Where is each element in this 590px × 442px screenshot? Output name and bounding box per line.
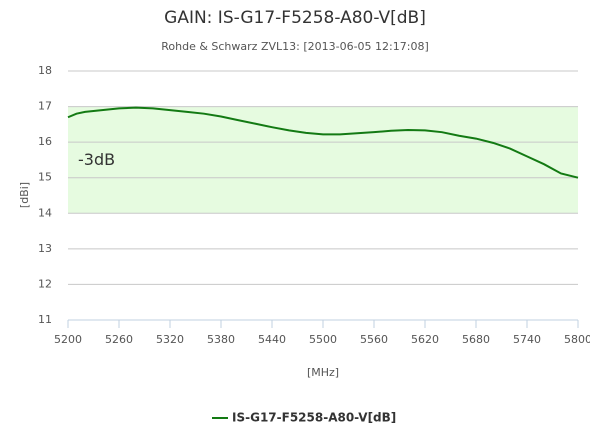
x-tick-label: 5620	[411, 333, 439, 346]
chart-title: GAIN: IS-G17-F5258-A80-V[dB]	[164, 8, 426, 28]
y-tick-label: 18	[38, 64, 52, 77]
x-tick-label: 5800	[564, 333, 590, 346]
y-tick-label: 12	[38, 277, 52, 290]
x-tick-label: 5260	[105, 333, 133, 346]
x-tick-label: 5500	[309, 333, 337, 346]
plot-band-label: -3dB	[78, 150, 115, 169]
y-tick-label: 13	[38, 242, 52, 255]
y-axis-label: [dBi]	[18, 182, 31, 208]
x-tick-label: 5440	[258, 333, 286, 346]
y-tick-label: 16	[38, 135, 52, 148]
y-tick-label: 15	[38, 171, 52, 184]
x-tick-label: 5740	[513, 333, 541, 346]
chart-subtitle: Rohde & Schwarz ZVL13: [2013-06-05 12:17…	[161, 40, 429, 53]
series-line	[67, 106, 579, 179]
x-tick-label: 5680	[462, 333, 490, 346]
x-tick-label: 5320	[156, 333, 184, 346]
y-tick-label: 17	[38, 100, 52, 113]
x-tick-label: 5560	[360, 333, 388, 346]
legend-label: IS-G17-F5258-A80-V[dB]	[232, 411, 396, 425]
y-tick-label: 14	[38, 206, 52, 219]
x-tick-label: 5200	[54, 333, 82, 346]
x-tick-label: 5380	[207, 333, 235, 346]
x-axis-label: [MHz]	[307, 366, 339, 379]
y-tick-label: 11	[38, 313, 52, 326]
plot-band	[68, 106, 578, 214]
